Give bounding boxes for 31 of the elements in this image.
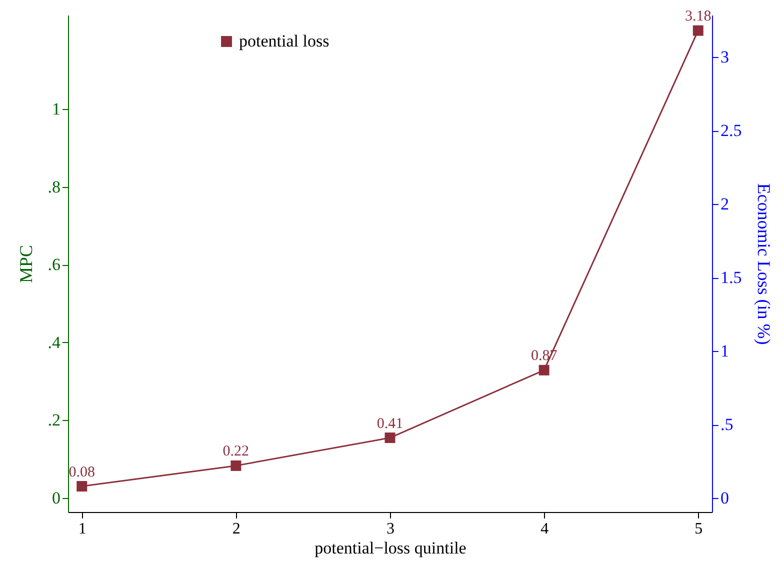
data-label: 0.08 xyxy=(68,464,95,480)
y2-tick-label: 1 xyxy=(720,342,729,361)
y2-tick-label: 3 xyxy=(720,48,729,67)
y2-tick-label: 2 xyxy=(720,194,729,214)
point xyxy=(538,364,550,376)
y-tick-label: 1 xyxy=(52,100,60,119)
y-axis-title: MPC xyxy=(16,244,36,284)
legend-label: potential loss xyxy=(239,32,330,50)
y2-tick-label: 1.5 xyxy=(720,268,742,288)
y-tick-label: .8 xyxy=(48,177,60,196)
y2-tick-label: .5 xyxy=(720,415,734,434)
y-tick-label: 0 xyxy=(52,488,60,508)
point xyxy=(692,25,704,36)
y2-tick-label: 2.5 xyxy=(720,121,742,140)
x-tick-label: 2 xyxy=(232,520,240,538)
x-tick-label: 4 xyxy=(540,520,549,538)
y-tick-label: .4 xyxy=(48,332,61,352)
y2-tick-label: 0 xyxy=(720,488,729,508)
x-axis-title: potential−loss quintile xyxy=(314,538,466,558)
data-label: 0.41 xyxy=(376,416,404,432)
y-tick-label: .6 xyxy=(48,255,60,274)
x-tick-label: 5 xyxy=(694,520,703,538)
x-tick-label: 3 xyxy=(386,520,394,538)
data-label: 0.22 xyxy=(222,444,250,460)
y2-axis-title: Economic Loss (in %) xyxy=(754,183,774,345)
y-tick-label: .2 xyxy=(48,410,60,430)
point xyxy=(384,432,396,444)
data-label: 3.18 xyxy=(685,8,712,25)
point xyxy=(76,481,88,492)
x-tick-label: 1 xyxy=(78,520,86,538)
point xyxy=(230,460,242,471)
